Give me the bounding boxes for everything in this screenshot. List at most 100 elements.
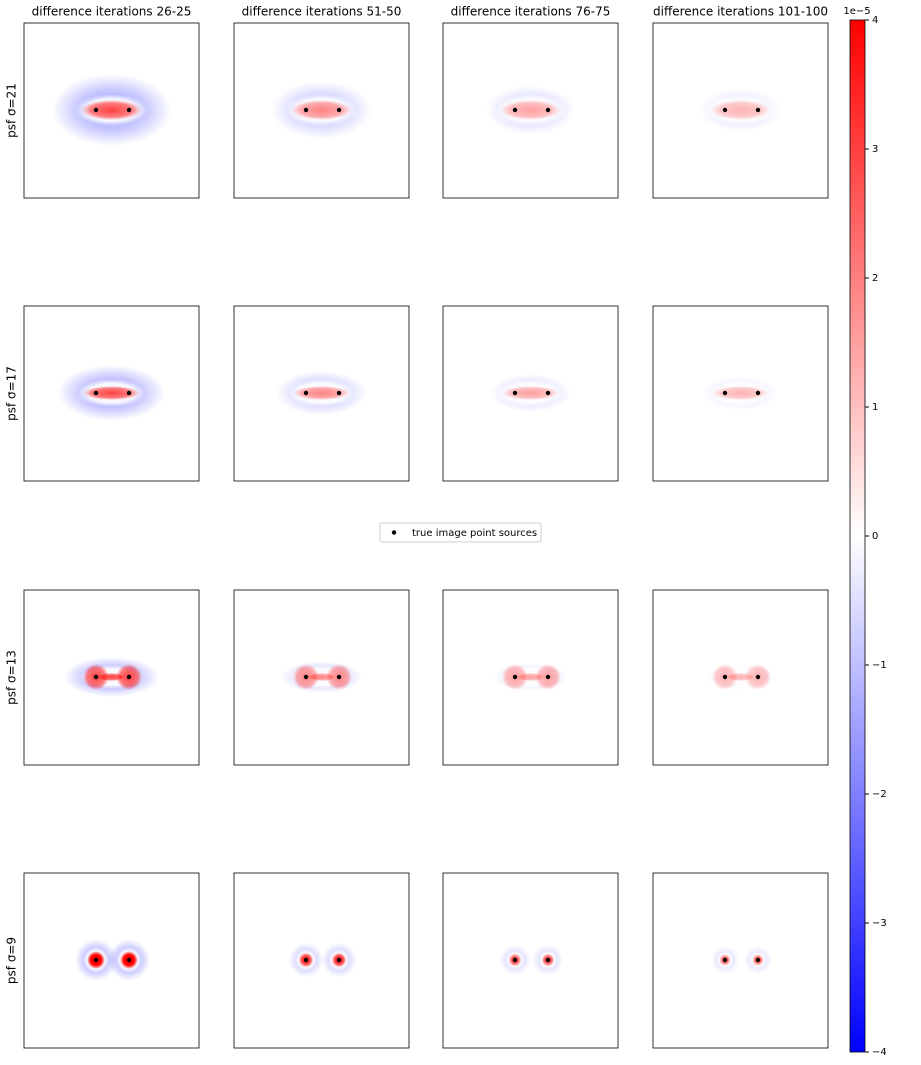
point-source bbox=[545, 390, 551, 396]
point-source bbox=[336, 107, 342, 113]
heatmap-panel bbox=[652, 22, 829, 199]
panel-frame bbox=[442, 872, 619, 1049]
positive-core bbox=[291, 100, 352, 120]
colorbar-tick-label: −2 bbox=[872, 789, 887, 800]
panel-frame bbox=[233, 589, 410, 766]
column-title: difference iterations 101-100 bbox=[653, 5, 828, 19]
colorbar-tick-label: −4 bbox=[872, 1047, 887, 1058]
point-source bbox=[303, 674, 309, 680]
heatmap-panel bbox=[233, 305, 410, 482]
panel-background bbox=[653, 873, 828, 1048]
point-source bbox=[303, 390, 309, 396]
point-source bbox=[545, 674, 551, 680]
legend-box bbox=[379, 522, 542, 543]
heatmap-panel bbox=[652, 589, 829, 766]
panel-frame bbox=[233, 872, 410, 1049]
heatmap-panel bbox=[442, 872, 619, 1049]
legend-label: true image point sources bbox=[412, 528, 537, 539]
colorbar-tick-label: −1 bbox=[872, 660, 887, 671]
colorbar-tick-label: 3 bbox=[872, 144, 878, 155]
heatmap-panel bbox=[23, 22, 200, 199]
panel-frame bbox=[233, 305, 410, 482]
panel-frame bbox=[23, 305, 200, 482]
heatmap-panel bbox=[652, 305, 829, 482]
heatmap-panel bbox=[23, 589, 200, 766]
column-title: difference iterations 51-50 bbox=[242, 5, 402, 19]
point-source bbox=[722, 390, 728, 396]
point-source bbox=[722, 674, 728, 680]
colorbar-tick-label: 1 bbox=[872, 402, 878, 413]
point-source bbox=[755, 957, 761, 963]
point-source bbox=[126, 674, 132, 680]
panel-frame bbox=[652, 22, 829, 199]
row-label: psf σ=13 bbox=[5, 650, 19, 705]
colorbar-tick-label: 0 bbox=[872, 531, 878, 542]
row-label: psf σ=9 bbox=[5, 937, 19, 984]
legend: true image point sources bbox=[379, 522, 542, 543]
panel-frame bbox=[23, 22, 200, 199]
point-source bbox=[303, 957, 309, 963]
heatmap-panel bbox=[652, 872, 829, 1049]
heatmap-panel bbox=[23, 872, 200, 1049]
positive-core bbox=[502, 386, 559, 400]
panel-frame bbox=[442, 305, 619, 482]
positive-core bbox=[500, 100, 561, 120]
legend-marker bbox=[391, 530, 397, 535]
positive-core bbox=[83, 386, 140, 400]
heatmap-panel bbox=[23, 305, 200, 482]
heatmap-panel bbox=[442, 589, 619, 766]
point-source bbox=[755, 107, 761, 113]
panel-frame bbox=[23, 872, 200, 1049]
heatmap-panel bbox=[442, 22, 619, 199]
point-source bbox=[512, 674, 518, 680]
positive-core bbox=[710, 100, 771, 120]
row-label: psf σ=21 bbox=[5, 83, 19, 138]
heatmap-panel bbox=[233, 589, 410, 766]
point-source bbox=[512, 107, 518, 113]
colorbar-tick-label: 4 bbox=[872, 15, 878, 26]
panel-frame bbox=[652, 305, 829, 482]
positive-core bbox=[307, 673, 336, 681]
panel-frame bbox=[442, 589, 619, 766]
positive-core bbox=[726, 673, 755, 681]
positive-core bbox=[81, 100, 142, 120]
colorbar-tick-label: 2 bbox=[872, 273, 878, 284]
panel-frame bbox=[652, 589, 829, 766]
colorbar bbox=[849, 19, 866, 1053]
row-label: psf σ=17 bbox=[5, 366, 19, 421]
point-source bbox=[336, 957, 342, 963]
point-source bbox=[126, 390, 132, 396]
positive-core bbox=[97, 673, 126, 681]
point-source bbox=[512, 390, 518, 396]
point-source bbox=[126, 107, 132, 113]
point-source bbox=[722, 957, 728, 963]
heatmap-panel bbox=[233, 872, 410, 1049]
panel-frame bbox=[652, 872, 829, 1049]
point-source bbox=[755, 674, 761, 680]
column-title: difference iterations 76-75 bbox=[451, 5, 611, 19]
point-source bbox=[722, 107, 728, 113]
point-source bbox=[545, 107, 551, 113]
colorbar-offset: 1e−5 bbox=[843, 6, 870, 17]
positive-core bbox=[516, 673, 545, 681]
point-source bbox=[93, 107, 99, 113]
panel-frame bbox=[23, 589, 200, 766]
point-source bbox=[545, 957, 551, 963]
point-source bbox=[336, 390, 342, 396]
column-title: difference iterations 26-25 bbox=[32, 5, 192, 19]
panel-frame bbox=[442, 22, 619, 199]
point-source bbox=[93, 957, 99, 963]
panel-frame bbox=[233, 22, 410, 199]
point-source bbox=[336, 674, 342, 680]
point-source bbox=[755, 390, 761, 396]
point-source bbox=[93, 390, 99, 396]
heatmap-panel bbox=[442, 305, 619, 482]
point-source bbox=[93, 674, 99, 680]
positive-core bbox=[712, 386, 769, 400]
heatmap-panel bbox=[233, 22, 410, 199]
point-source bbox=[512, 957, 518, 963]
positive-core bbox=[293, 386, 350, 400]
point-source bbox=[303, 107, 309, 113]
colorbar-tick-label: −3 bbox=[872, 918, 887, 929]
